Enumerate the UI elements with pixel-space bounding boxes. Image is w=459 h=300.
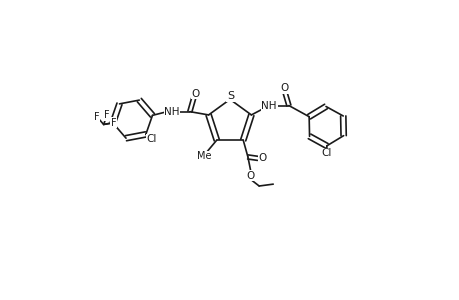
Text: O: O [191,89,199,99]
Text: S: S [226,91,234,101]
Text: F: F [111,118,116,128]
Text: NH: NH [261,100,276,110]
Text: F: F [94,112,100,122]
Text: NH: NH [164,106,179,117]
Text: O: O [258,153,266,164]
Text: Cl: Cl [146,134,157,144]
Text: O: O [246,171,254,181]
Text: Me: Me [197,152,212,161]
Text: F: F [104,110,110,120]
Text: O: O [280,83,288,93]
Text: Cl: Cl [321,148,331,158]
